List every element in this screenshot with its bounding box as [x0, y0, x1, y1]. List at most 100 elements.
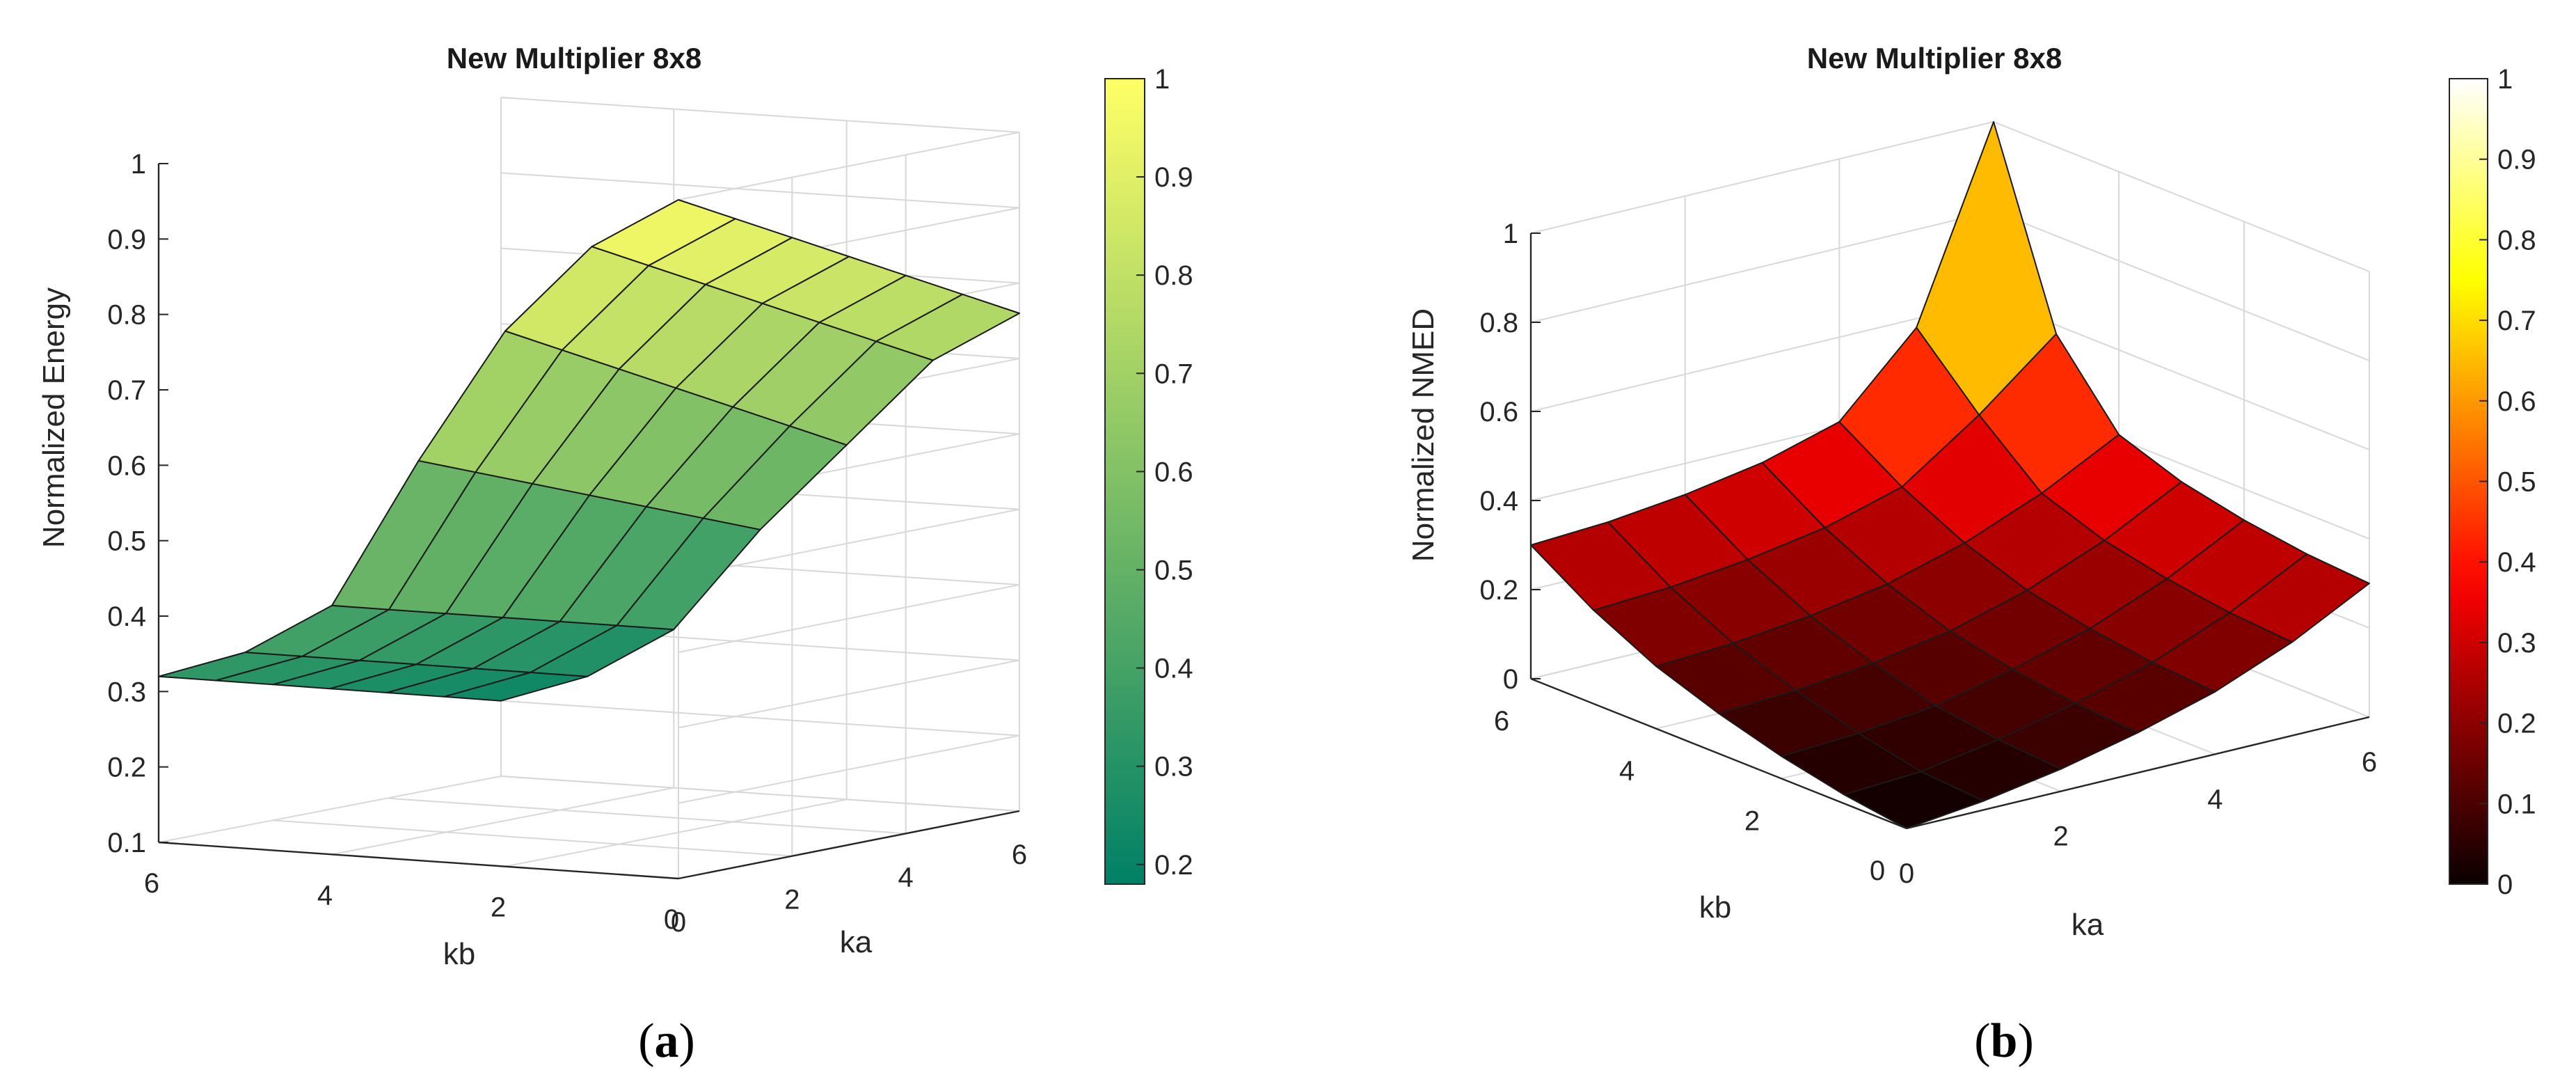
grid-line	[678, 508, 1020, 578]
chart-title-b: New Multiplier 8x8	[1807, 42, 2062, 74]
chart-panel-a: 0.1 0.2 0.3 0.4 0.5 0.6 0.7 0.8 0.9 1 0 2 4 6 6 4 2 0 New…	[37, 42, 1193, 1068]
grid-line	[500, 97, 1020, 133]
grid-line	[272, 819, 793, 857]
kb-tick-label: 2	[1744, 805, 1760, 836]
z-tick-label: 0.6	[107, 450, 146, 481]
panel-label-b: (b)	[1974, 1014, 2034, 1068]
z-tick-label: 0.2	[1479, 575, 1518, 606]
kb-axis-line	[158, 841, 679, 880]
colorbar-tick-label: 0.4	[2497, 547, 2536, 578]
z-tick-label: 1	[1503, 219, 1518, 249]
chart-panel-b: 0 0.2 0.4 0.6 0.8 1 0 2 4 6 0 2 4 6 New Multiplier 8x…	[1406, 42, 2536, 1068]
colorbar-bar	[1104, 78, 1145, 885]
ka-tick-label: 0	[1899, 858, 1914, 889]
colorbar-tick-label: 1	[2497, 64, 2513, 95]
x-axis-label-b: ka	[2072, 908, 2104, 942]
grid-line	[1993, 121, 2370, 272]
ka-tick-label: 6	[2362, 747, 2377, 778]
kb-tick-label: 4	[1619, 756, 1635, 787]
colorbar-tick-label: 0.6	[2497, 386, 2536, 417]
surface-patch	[591, 199, 736, 267]
grid-line	[504, 798, 847, 867]
colorbar-tick-label: 0.3	[2497, 628, 2536, 659]
colorbar-b: 0 0.1 0.2 0.3 0.4 0.5 0.6 0.7 0.8 0.9 1	[2449, 64, 2536, 900]
ka-axis-line	[1906, 716, 2370, 830]
grid-line	[678, 584, 1020, 653]
grid-line	[1530, 210, 1994, 323]
ka-tick-label: 2	[784, 885, 800, 915]
grid-line	[678, 659, 1020, 729]
kb-tick-label: 2	[491, 892, 506, 923]
ka-axis-line	[678, 810, 1020, 880]
grid-line	[678, 734, 1020, 804]
colorbar-tick-label: 0.5	[1154, 555, 1193, 585]
colorbar-tick-label: 0.5	[2497, 467, 2536, 498]
colorbar-tick-label: 0.6	[1154, 457, 1193, 487]
x-axis-label-a: ka	[840, 925, 873, 959]
kb-tick-label: 6	[144, 868, 159, 899]
z-tick-label: 0.8	[1479, 308, 1518, 338]
colorbar-tick-label: 0.9	[2497, 145, 2536, 175]
z-tick-label: 0.6	[1479, 397, 1518, 427]
z-axis-label-b: Normalized NMED	[1406, 308, 1440, 562]
surface-patch	[1916, 121, 2057, 416]
grid-line	[500, 776, 1020, 812]
z-tick-label: 0.9	[107, 224, 146, 255]
kb-axis-line	[1530, 677, 1907, 830]
z-tick-label: 0.7	[107, 375, 146, 406]
grid-line	[1530, 121, 1994, 234]
z-tick-label: 0.3	[107, 677, 146, 707]
ka-tick-label: 6	[1012, 840, 1027, 870]
kb-tick-label: 0	[664, 904, 679, 935]
grid-line	[331, 787, 674, 856]
kb-tick-label: 6	[1494, 706, 1509, 737]
colorbar-tick-label: 0.4	[1154, 654, 1193, 684]
axes-b: 0 0.2 0.4 0.6 0.8 1 0 2 4 6 0 2 4 6	[1479, 219, 2377, 889]
chart-title-a: New Multiplier 8x8	[447, 42, 701, 74]
surface-a	[158, 199, 1020, 702]
panel-letter-b: b	[1991, 1014, 2018, 1068]
kb-tick-label: 4	[317, 880, 333, 911]
surface-b	[1530, 121, 2370, 829]
colorbar-tick-label: 0	[2497, 869, 2513, 900]
colorbar-tick-label: 0.1	[2497, 789, 2536, 819]
ka-tick-label: 4	[898, 862, 914, 892]
grid-line	[1993, 210, 2370, 361]
grid-line	[158, 776, 502, 843]
z-axis-label-a: Normalized Energy	[37, 288, 71, 548]
ka-tick-label: 2	[2053, 821, 2069, 852]
z-tick-label: 0.8	[107, 300, 146, 331]
grid-line	[386, 797, 906, 835]
grid-line	[678, 132, 1020, 200]
panel-label-a: (a)	[638, 1014, 695, 1068]
z-tick-label: 0.4	[1479, 486, 1518, 517]
colorbar-a: 0.2 0.3 0.4 0.5 0.6 0.7 0.8 0.9 1	[1104, 64, 1193, 885]
colorbar-tick-label: 0.8	[1154, 260, 1193, 291]
ka-tick-label: 4	[2207, 784, 2223, 814]
panel-letter-a: a	[655, 1014, 679, 1068]
grid-line	[1993, 299, 2370, 450]
grid-line	[500, 700, 1020, 737]
z-tick-label: 0.1	[107, 828, 146, 858]
colorbar-tick-label: 0.7	[1154, 359, 1193, 389]
z-tick-label: 0.4	[107, 601, 146, 632]
z-tick-label: 0	[1503, 664, 1518, 695]
z-tick-label: 0.2	[107, 753, 146, 783]
colorbar-tick-label: 1	[1154, 64, 1170, 95]
kb-tick-label: 0	[1870, 856, 1885, 886]
ka-tick-label: 0	[671, 907, 686, 938]
y-axis-label-a: kb	[443, 937, 475, 971]
colorbar-tick-label: 0.7	[2497, 306, 2536, 336]
z-tick-label: 0.5	[107, 526, 146, 557]
colorbar-tick-label: 0.3	[1154, 752, 1193, 782]
grid-line	[1530, 299, 1994, 412]
colorbar-tick-label: 0.8	[2497, 225, 2536, 255]
grid-line	[500, 172, 1020, 209]
y-axis-label-b: kb	[1699, 890, 1731, 924]
z-tick-label: 1	[131, 149, 146, 180]
colorbar-tick-label: 0.2	[2497, 709, 2536, 739]
axes-a: 0.1 0.2 0.3 0.4 0.5 0.6 0.7 0.8 0.9 1 0 2 4 6 6 4 2 0	[107, 149, 1027, 938]
colorbar-tick-label: 0.9	[1154, 162, 1193, 193]
colorbar-tick-label: 0.2	[1154, 850, 1193, 881]
